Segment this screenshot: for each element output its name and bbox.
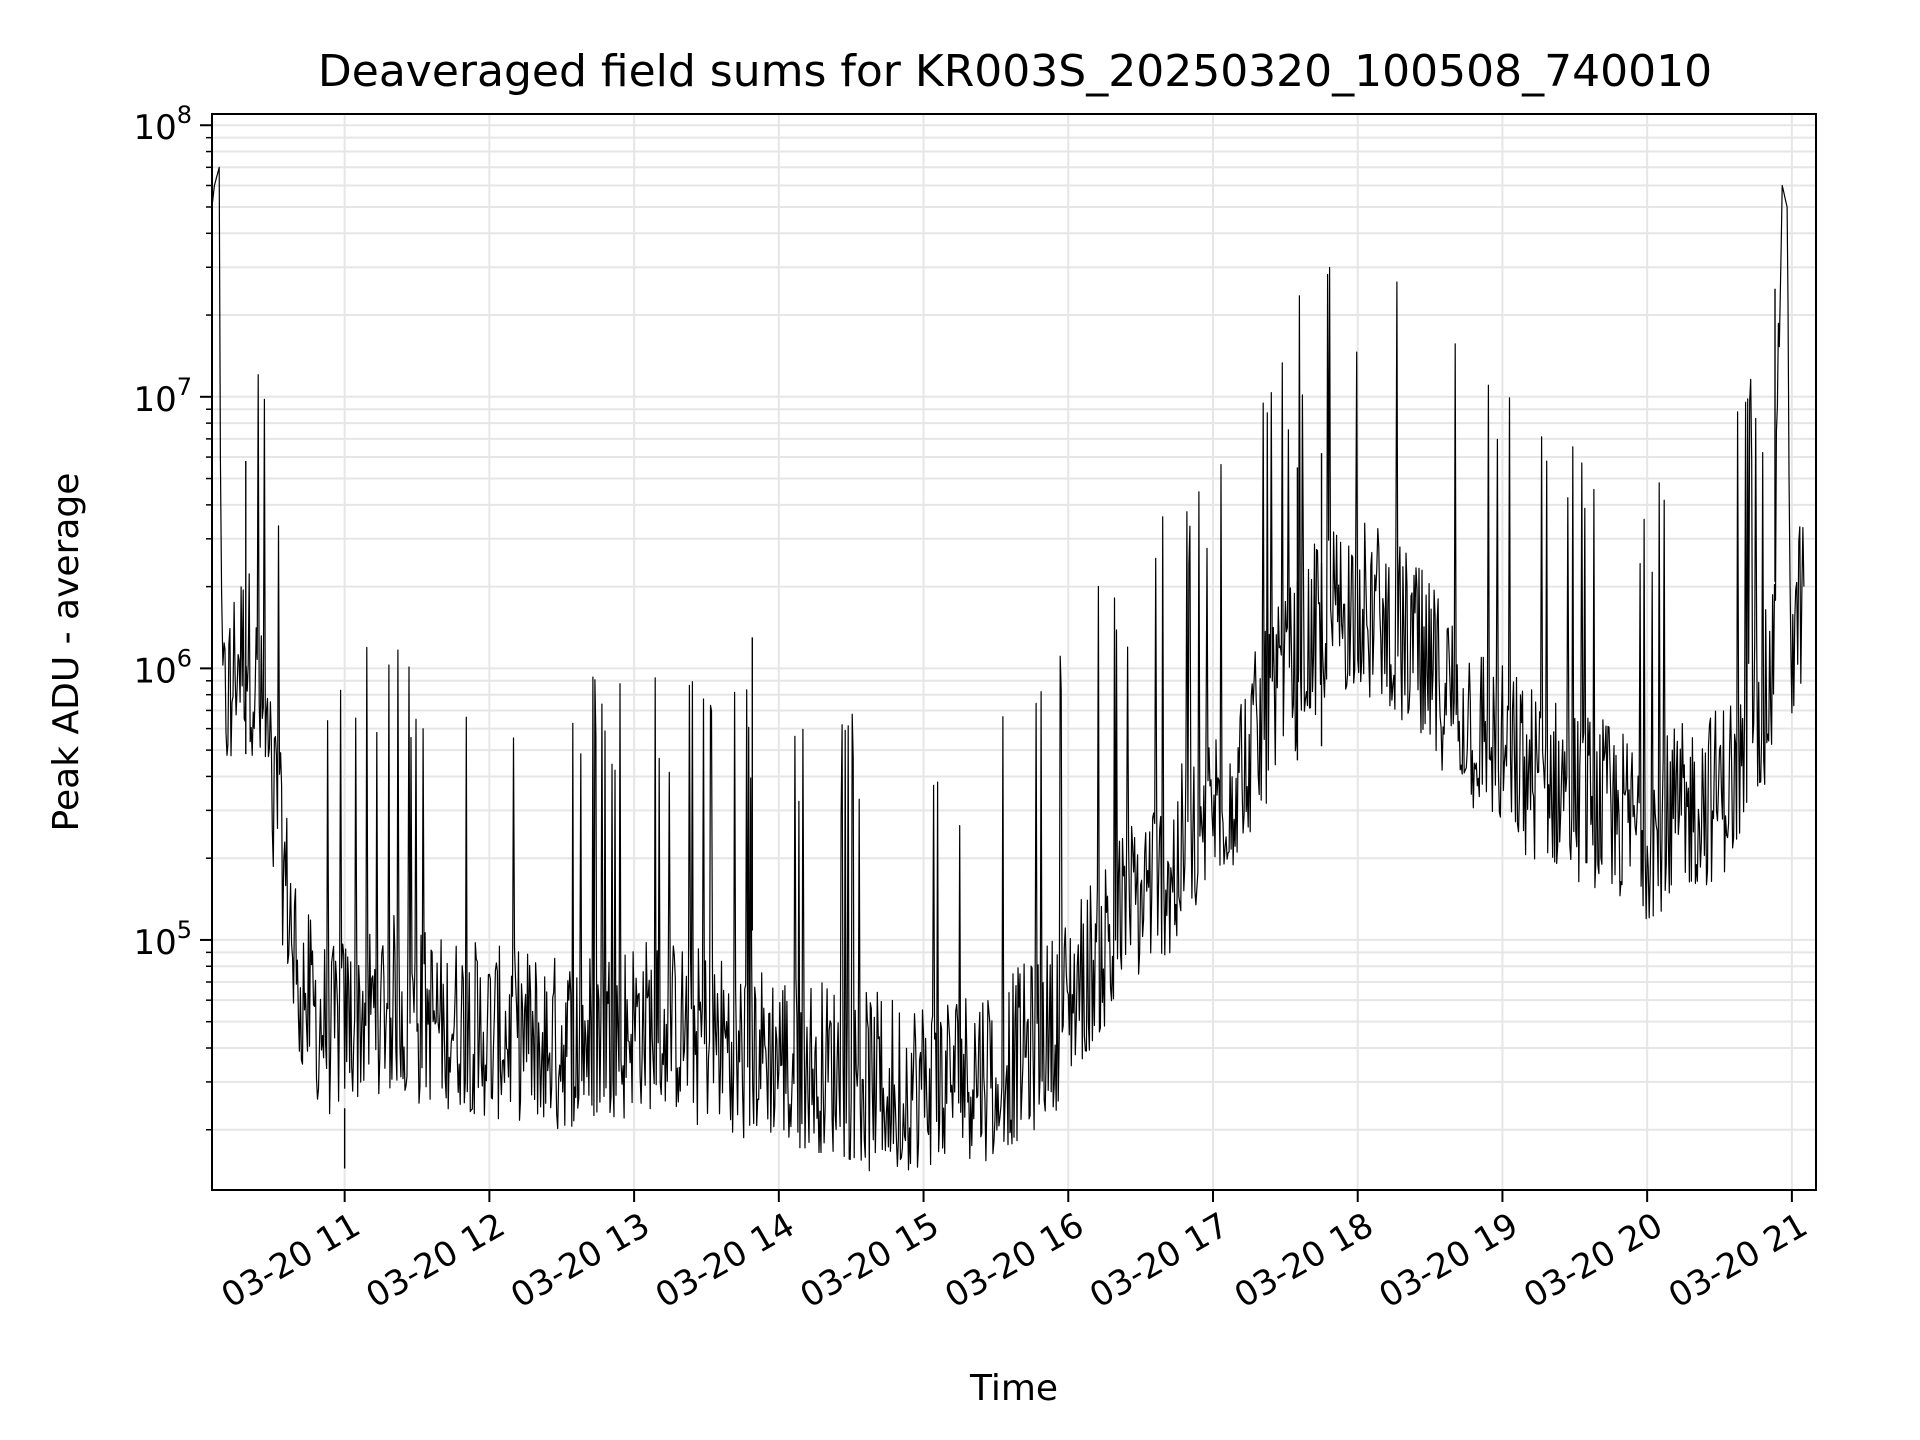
plot-frame xyxy=(211,113,1817,1191)
series-line xyxy=(211,166,1805,1172)
y-axis: 105 106 107 108 xyxy=(133,101,212,1131)
y-tick-label: 107 xyxy=(133,373,192,420)
y-axis-title: Peak ADU - average xyxy=(46,473,87,832)
y-tick-label: 105 xyxy=(133,916,192,963)
x-axis-title: Time xyxy=(969,1368,1058,1409)
y-tick-label: 108 xyxy=(133,101,192,148)
chart-title: Deaveraged field sums for KR003S_2025032… xyxy=(318,46,1712,97)
series-layer xyxy=(211,166,1805,1172)
y-tick-label: 106 xyxy=(133,644,192,691)
